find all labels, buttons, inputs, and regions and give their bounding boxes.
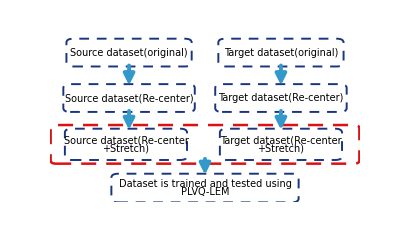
Text: Target dataset(original): Target dataset(original): [224, 48, 338, 58]
Text: +Stretch): +Stretch): [258, 143, 304, 153]
FancyBboxPatch shape: [65, 129, 187, 160]
FancyBboxPatch shape: [66, 39, 192, 67]
Text: Target dataset(Re-center: Target dataset(Re-center: [220, 136, 342, 146]
Text: Source dataset(Re-center: Source dataset(Re-center: [64, 136, 188, 146]
Text: +Stretch): +Stretch): [102, 143, 150, 153]
FancyBboxPatch shape: [215, 84, 347, 112]
Text: Target dataset(Re-center): Target dataset(Re-center): [218, 93, 344, 103]
FancyBboxPatch shape: [220, 129, 342, 160]
Text: Dataset is trained and tested using: Dataset is trained and tested using: [118, 179, 292, 189]
Text: PLVQ-LEM: PLVQ-LEM: [181, 187, 229, 197]
FancyBboxPatch shape: [111, 174, 299, 202]
Text: Source dataset(Re-center): Source dataset(Re-center): [65, 93, 193, 103]
Text: Source dataset(original): Source dataset(original): [70, 48, 188, 58]
FancyBboxPatch shape: [218, 39, 344, 67]
FancyBboxPatch shape: [63, 84, 195, 112]
